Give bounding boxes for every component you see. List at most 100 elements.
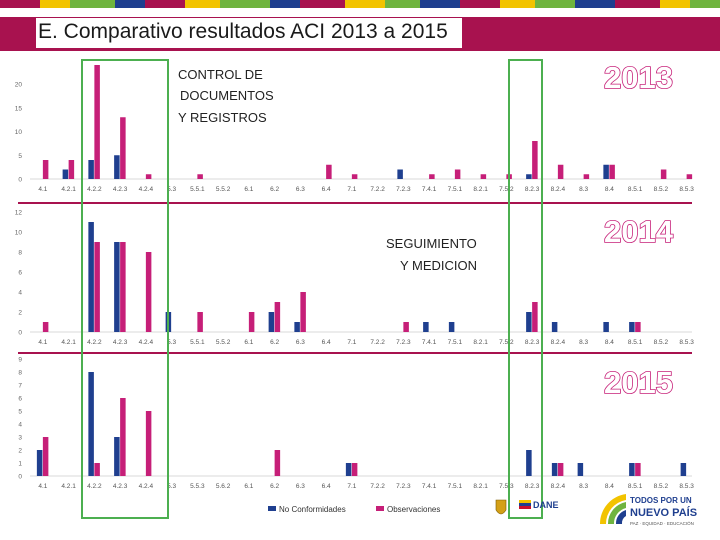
- x-tick-label: 7.4.1: [422, 339, 437, 346]
- bar-no-conformidades: [448, 322, 455, 332]
- x-tick-label: 7.2.3: [396, 483, 411, 490]
- y-tick-label: 2: [18, 448, 22, 455]
- bar-observaciones: [660, 169, 667, 179]
- x-tick-label: 6.4: [322, 483, 331, 490]
- x-tick-label: 8.2.3: [525, 186, 540, 193]
- bar-no-conformidades: [345, 463, 352, 476]
- y-tick-label: 8: [18, 370, 22, 377]
- y-tick-label: 10: [15, 230, 23, 237]
- x-tick-label: 5.5.1: [190, 186, 205, 193]
- x-tick-label: 4.2.4: [139, 186, 154, 193]
- x-tick-label: 8.2.1: [473, 186, 488, 193]
- bar-observaciones: [532, 141, 538, 179]
- x-tick-label: 7.5.2: [499, 186, 514, 193]
- x-tick-label: 4.2.2: [87, 339, 102, 346]
- x-tick-label: 7.2.2: [370, 186, 385, 193]
- bar-no-conformidades: [577, 463, 584, 476]
- x-tick-label: 8.2.4: [551, 483, 566, 490]
- x-tick-label: 7.2.2: [370, 339, 385, 346]
- bar-no-conformidades: [397, 169, 403, 179]
- x-tick-label: 8.2.4: [551, 186, 566, 193]
- bar-observaciones: [68, 160, 75, 179]
- y-tick-label: 1: [18, 461, 22, 468]
- x-tick-label: 5.5.1: [190, 339, 205, 346]
- x-tick-label: 8.2.1: [473, 339, 488, 346]
- bar-observaciones: [351, 174, 358, 179]
- bar-observaciones: [429, 174, 435, 179]
- bar-no-conformidades: [526, 450, 532, 476]
- legend-swatch-observaciones: [376, 506, 384, 511]
- y-tick-label: 10: [15, 129, 23, 136]
- x-tick-label: 8.5.2: [654, 483, 669, 490]
- bar-observaciones: [609, 164, 615, 179]
- x-tick-label: 8.4: [605, 186, 614, 193]
- x-tick-label: 6.3: [296, 483, 305, 490]
- bar-observaciones: [145, 174, 152, 179]
- y-tick-label: 0: [18, 474, 22, 481]
- gov-logo-line1: TODOS POR UN: [630, 496, 692, 505]
- bar-observaciones: [120, 242, 126, 332]
- y-tick-label: 6: [18, 396, 22, 403]
- bar-no-conformidades: [114, 242, 120, 332]
- annotation-seguimiento-line1: SEGUIMIENTO: [386, 236, 477, 251]
- x-tick-label: 4.2.3: [113, 186, 128, 193]
- bar-observaciones: [94, 242, 100, 332]
- bar-observaciones: [274, 302, 281, 332]
- bar-observaciones: [197, 312, 203, 332]
- bar-observaciones: [300, 292, 306, 332]
- y-tick-label: 3: [18, 435, 22, 442]
- y-tick-label: 0: [18, 177, 22, 184]
- bar-observaciones: [557, 164, 564, 179]
- y-tick-label: 0: [18, 330, 22, 337]
- x-tick-label: 8.5.1: [628, 186, 643, 193]
- x-tick-label: 6.2: [270, 339, 279, 346]
- year-label-2013: 2013: [604, 60, 673, 95]
- year-label-2015: 2015: [604, 365, 673, 400]
- x-tick-label: 5.3: [167, 339, 176, 346]
- bar-no-conformidades: [114, 437, 120, 476]
- bar-observaciones: [120, 398, 126, 476]
- bar-observaciones: [94, 463, 100, 476]
- highlight-box-control-documentos: [81, 59, 169, 519]
- x-tick-label: 7.2.2: [370, 483, 385, 490]
- bar-no-conformidades: [629, 463, 635, 476]
- x-tick-label: 7.5.1: [448, 339, 463, 346]
- x-tick-label: 8.5.1: [628, 483, 643, 490]
- bar-observaciones: [326, 164, 332, 179]
- top-color-strip: [0, 0, 720, 8]
- bar-no-conformidades: [603, 164, 609, 179]
- bar-no-conformidades: [526, 312, 532, 332]
- annotation-control-line1: CONTROL DE: [178, 67, 263, 82]
- bar-observaciones: [403, 322, 409, 332]
- y-tick-label: 4: [18, 422, 22, 429]
- bar-no-conformidades: [603, 322, 609, 332]
- x-tick-label: 8.5.2: [654, 186, 669, 193]
- x-tick-label: 7.5.1: [448, 483, 463, 490]
- bar-observaciones: [42, 437, 49, 476]
- bar-no-conformidades: [680, 463, 687, 476]
- year-label-2014: 2014: [604, 214, 674, 249]
- x-tick-label: 7.2.3: [396, 186, 411, 193]
- x-tick-label: 8.2.4: [551, 339, 566, 346]
- bar-observaciones: [506, 174, 512, 179]
- bar-observaciones: [480, 174, 487, 179]
- x-tick-label: 7.2.3: [396, 339, 411, 346]
- x-tick-label: 4.2.3: [113, 339, 128, 346]
- x-tick-label: 6.4: [322, 186, 331, 193]
- x-tick-label: 7.1: [347, 483, 356, 490]
- x-tick-label: 4.1: [38, 186, 47, 193]
- x-tick-label: 4.2.1: [61, 186, 76, 193]
- bar-observaciones: [42, 322, 49, 332]
- annotation-control-line2: DOCUMENTOS: [180, 88, 274, 103]
- x-tick-label: 4.2.4: [139, 339, 154, 346]
- bar-observaciones: [197, 174, 203, 179]
- bar-no-conformidades: [165, 312, 172, 332]
- y-tick-label: 20: [15, 82, 23, 89]
- x-tick-label: 8.2.3: [525, 339, 540, 346]
- x-tick-label: 8.5.3: [679, 186, 694, 193]
- x-tick-label: 7.4.1: [422, 186, 437, 193]
- x-tick-label: 4.2.1: [61, 339, 76, 346]
- bar-no-conformidades: [629, 322, 635, 332]
- y-tick-label: 9: [18, 357, 22, 364]
- bar-no-conformidades: [62, 169, 69, 179]
